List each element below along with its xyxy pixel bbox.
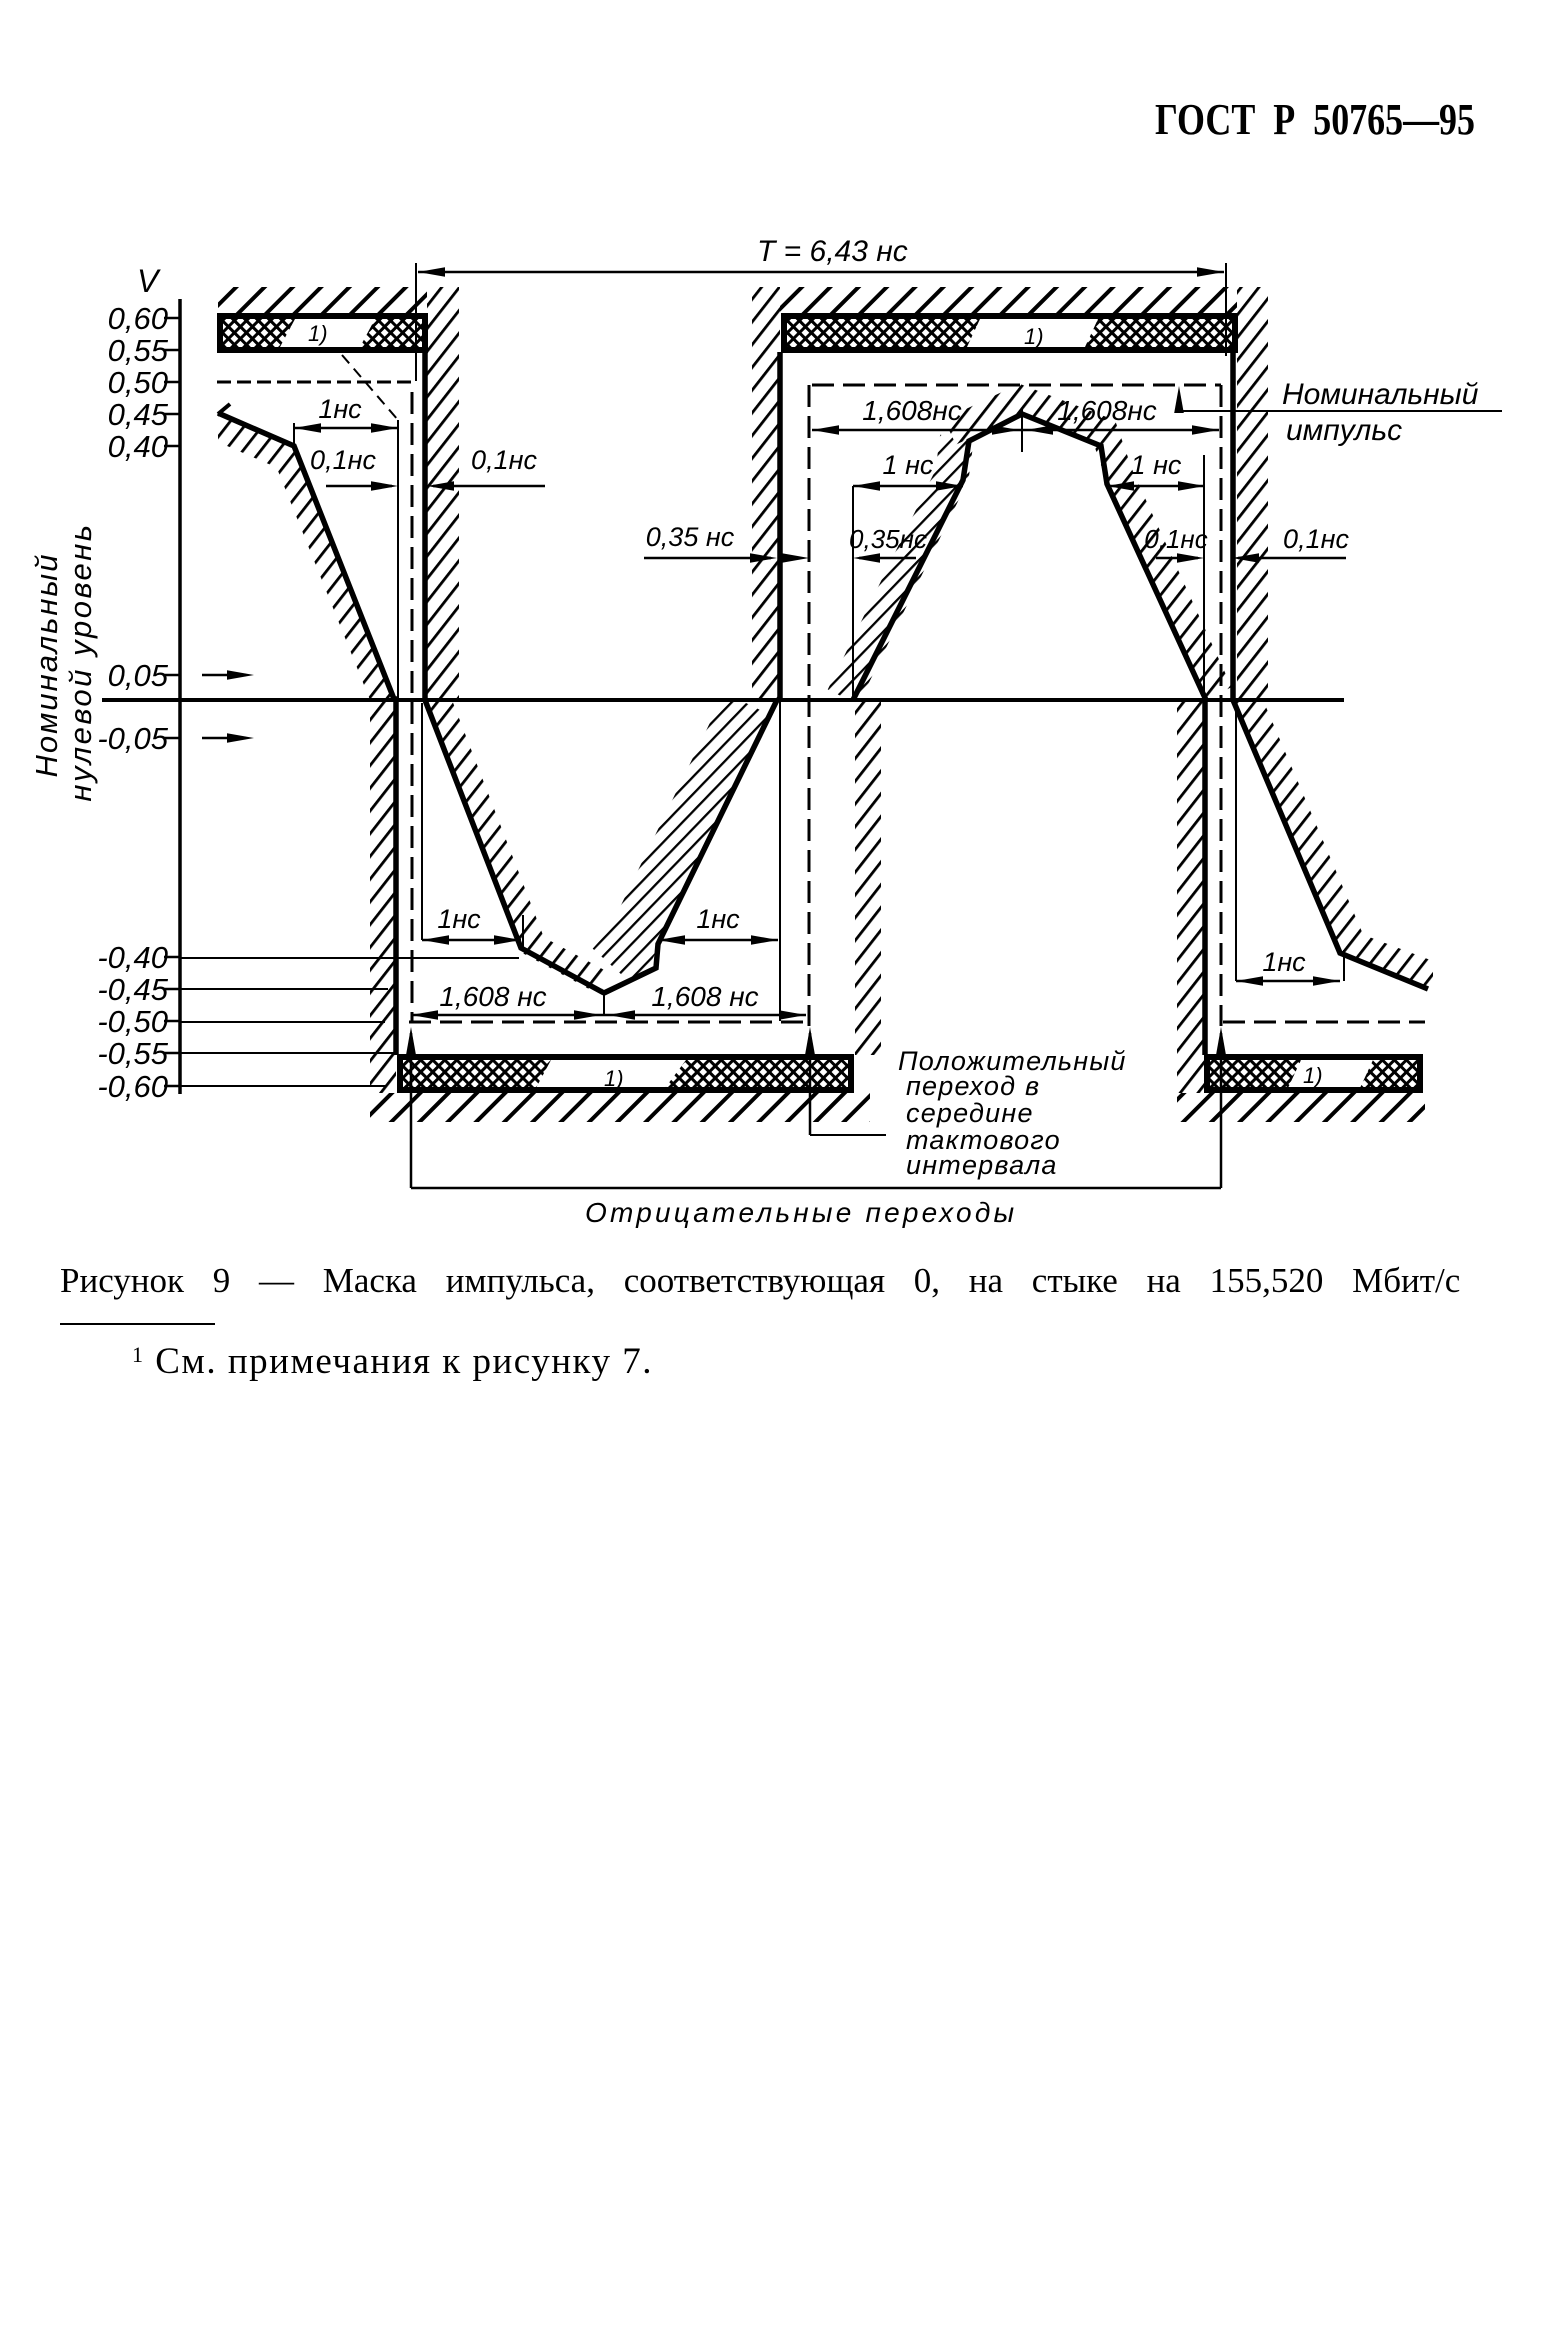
svg-text:1): 1): [1303, 1063, 1323, 1088]
svg-text:1): 1): [308, 321, 328, 346]
svg-text:0,35нс: 0,35нс: [849, 524, 927, 554]
svg-text:-0,55: -0,55: [97, 1036, 168, 1071]
svg-text:0,60: 0,60: [108, 301, 168, 336]
svg-text:1нс: 1нс: [696, 904, 740, 934]
svg-text:-0,60: -0,60: [97, 1069, 168, 1104]
svg-text:-0,05: -0,05: [97, 721, 168, 756]
svg-text:1нс: 1нс: [1262, 947, 1306, 977]
svg-text:Отрицательные переходы: Отрицательные переходы: [585, 1197, 1017, 1228]
svg-text:0,1нс: 0,1нс: [471, 445, 537, 475]
svg-text:1нс: 1нс: [437, 904, 481, 934]
svg-text:0,1нс: 0,1нс: [310, 445, 376, 475]
svg-text:-0,45: -0,45: [97, 972, 168, 1007]
svg-text:0,35 нс: 0,35 нс: [646, 522, 735, 552]
svg-text:0,1нс: 0,1нс: [1283, 524, 1349, 554]
svg-text:0,1нс: 0,1нс: [1144, 524, 1207, 554]
svg-text:интервала: интервала: [906, 1150, 1058, 1180]
svg-text:1): 1): [1024, 324, 1044, 349]
svg-text:1): 1): [604, 1066, 624, 1091]
svg-text:1нс: 1нс: [318, 394, 362, 424]
svg-text:0,05: 0,05: [108, 658, 169, 693]
svg-text:1,608нс: 1,608нс: [862, 395, 961, 426]
svg-text:-0,50: -0,50: [97, 1004, 168, 1039]
svg-text:переход в: переход в: [906, 1071, 1040, 1101]
svg-text:Номинальный: Номинальный: [1282, 378, 1479, 411]
svg-text:1 См. примечания к рисунку 7.: 1 См. примечания к рисунку 7.: [132, 1341, 653, 1382]
svg-text:1 нс: 1 нс: [883, 450, 934, 480]
svg-text:1,608нс: 1,608нс: [1057, 395, 1156, 426]
svg-text:T = 6,43 нс: T = 6,43 нс: [757, 235, 908, 268]
svg-text:1 нс: 1 нс: [1131, 450, 1182, 480]
svg-text:0,50: 0,50: [108, 365, 168, 400]
svg-text:Номинальный: Номинальный: [29, 553, 64, 778]
svg-text:нулевой уровень: нулевой уровень: [63, 522, 98, 801]
svg-text:ГОСТ Р 50765—95: ГОСТ Р 50765—95: [1155, 95, 1475, 144]
svg-text:0,40: 0,40: [108, 429, 168, 464]
svg-text:импульс: импульс: [1286, 414, 1402, 447]
svg-text:тактового: тактового: [906, 1125, 1061, 1155]
svg-text:-0,40: -0,40: [97, 940, 168, 975]
svg-text:Рисунок 9 — Маска импульса, со: Рисунок 9 — Маска импульса, соответствую…: [60, 1261, 1460, 1300]
svg-text:1,608 нс: 1,608 нс: [439, 981, 546, 1012]
svg-text:середине: середине: [906, 1098, 1034, 1128]
svg-text:0,55: 0,55: [108, 333, 169, 368]
svg-text:V: V: [137, 263, 161, 299]
svg-text:Положительный: Положительный: [898, 1046, 1127, 1076]
svg-text:1,608 нс: 1,608 нс: [651, 981, 758, 1012]
svg-text:0,45: 0,45: [108, 397, 169, 432]
